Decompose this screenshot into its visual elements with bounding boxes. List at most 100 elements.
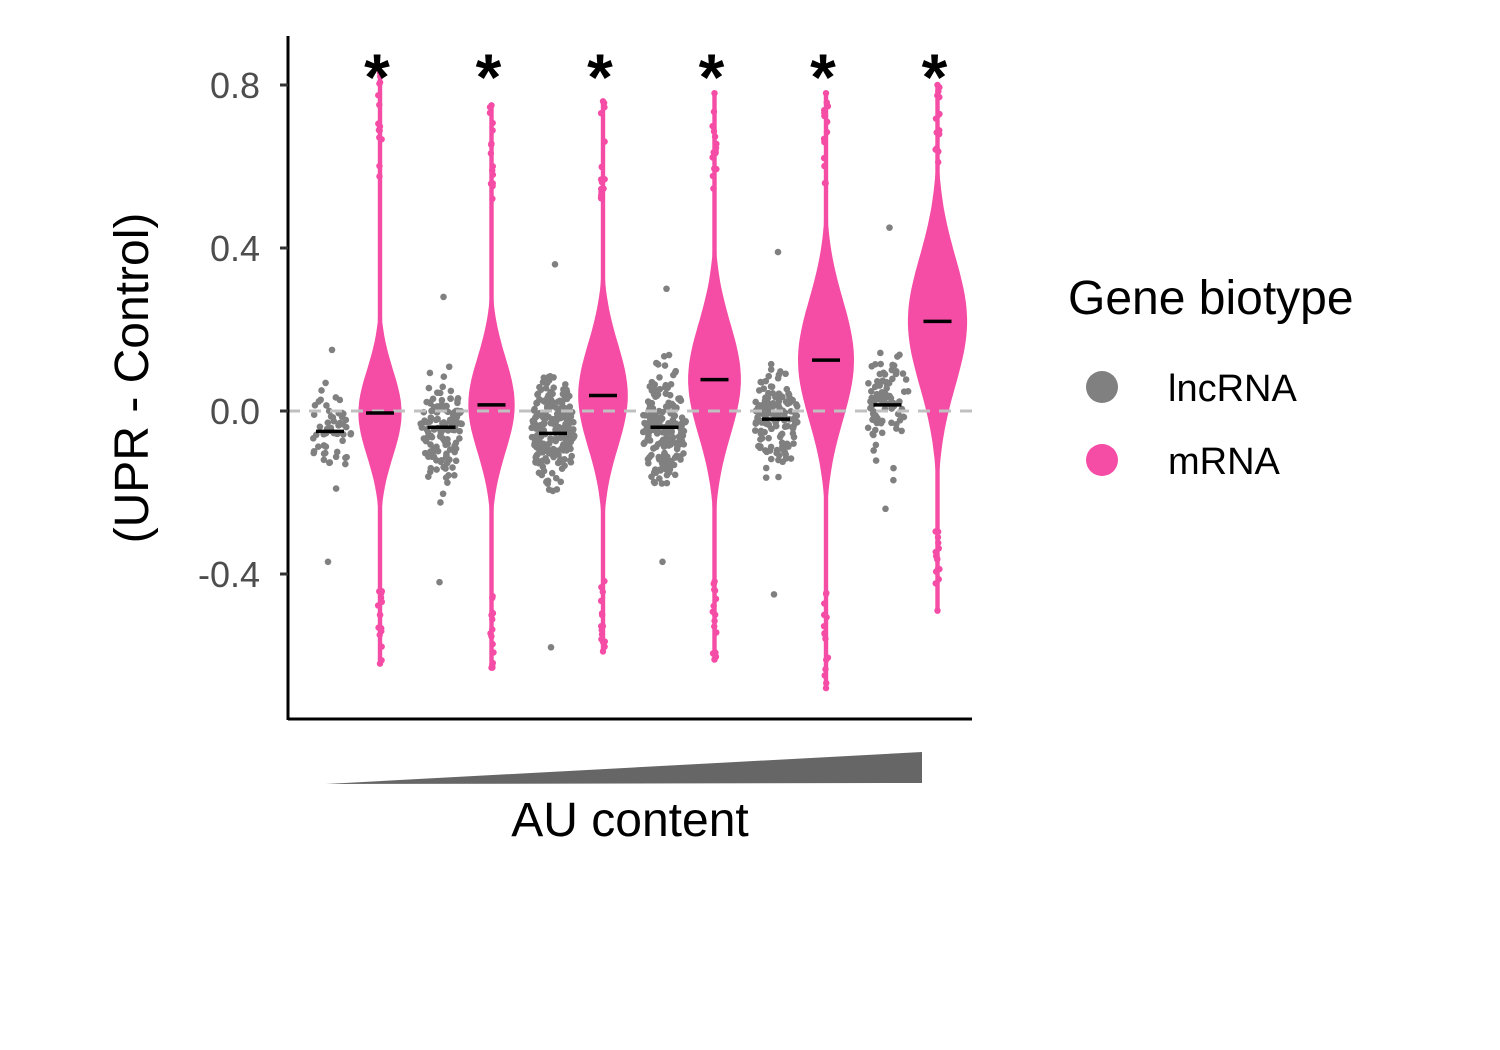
point	[767, 360, 775, 368]
point	[336, 396, 344, 404]
point	[877, 360, 884, 368]
point	[562, 381, 569, 388]
point	[878, 429, 886, 437]
point	[440, 293, 447, 301]
point	[540, 419, 548, 427]
point	[421, 418, 428, 426]
point	[823, 614, 830, 621]
point	[424, 433, 431, 441]
group-lncrna-bin-1	[309, 346, 355, 566]
point	[659, 558, 666, 566]
point	[904, 388, 912, 395]
significance-star-bin-4: *	[699, 40, 725, 114]
point	[770, 591, 778, 598]
point	[452, 420, 460, 427]
point	[568, 452, 576, 460]
violin-mrna-bin-2	[468, 105, 515, 668]
point	[378, 598, 386, 606]
violin-mrna-bin-6	[907, 85, 968, 611]
point	[531, 405, 538, 413]
point	[711, 133, 719, 140]
point	[567, 458, 575, 466]
point	[550, 374, 557, 381]
point	[711, 617, 718, 625]
point	[787, 455, 795, 462]
point	[426, 369, 434, 377]
point	[663, 458, 671, 466]
violin-mrna-bin-4	[688, 93, 741, 660]
point	[822, 89, 830, 97]
y-tick-label: -0.4	[198, 554, 260, 595]
point	[936, 93, 943, 101]
point	[310, 449, 318, 457]
group-lncrna-bin-5	[751, 248, 801, 598]
point	[570, 426, 577, 433]
point	[487, 150, 495, 157]
point	[821, 112, 829, 119]
violin-mrna-bin-5	[798, 93, 854, 689]
point	[339, 437, 346, 445]
point	[434, 447, 442, 455]
point	[597, 597, 605, 605]
point	[376, 660, 384, 667]
point	[488, 140, 495, 147]
point	[709, 650, 717, 657]
point	[892, 420, 900, 428]
point	[436, 578, 443, 586]
point	[347, 430, 354, 438]
legend-title: Gene biotype	[1068, 272, 1354, 325]
point	[318, 387, 325, 394]
point	[324, 419, 332, 426]
point	[677, 456, 684, 463]
point	[711, 623, 718, 630]
point	[758, 379, 765, 386]
point	[889, 375, 896, 383]
point	[601, 138, 608, 145]
point	[823, 679, 830, 687]
point	[529, 417, 537, 425]
point	[663, 479, 671, 487]
point	[442, 402, 450, 410]
point	[709, 122, 716, 130]
point	[598, 622, 605, 630]
point	[561, 440, 569, 447]
point	[542, 384, 550, 392]
point	[935, 158, 942, 166]
point	[665, 351, 673, 359]
point	[427, 441, 434, 448]
significance-markers: * * * * * *	[364, 40, 948, 114]
point	[868, 362, 876, 370]
point	[656, 475, 663, 482]
point	[440, 373, 448, 381]
point	[489, 167, 496, 174]
point	[324, 558, 332, 566]
point	[657, 416, 665, 424]
point	[528, 433, 536, 441]
point	[434, 389, 441, 396]
point	[443, 459, 451, 467]
legend: Gene biotype lncRNA mRNA	[1068, 272, 1354, 483]
point	[773, 446, 781, 454]
point	[320, 450, 328, 457]
point	[549, 399, 557, 406]
point	[670, 461, 678, 469]
point	[935, 88, 942, 95]
group-lncrna-bin-4	[639, 285, 690, 566]
legend-key-mrna	[1086, 444, 1118, 476]
point	[427, 448, 434, 455]
point	[533, 399, 540, 407]
point	[765, 372, 773, 380]
point	[752, 419, 760, 426]
y-tick-label: 0.4	[210, 228, 260, 269]
significance-star-bin-1: *	[364, 40, 390, 114]
point	[765, 434, 772, 442]
point	[793, 412, 801, 420]
significance-star-bin-6: *	[922, 40, 948, 114]
point	[567, 413, 575, 420]
point	[376, 101, 383, 109]
point	[489, 592, 496, 600]
point	[531, 441, 538, 449]
au-content-gradient-wedge	[326, 752, 922, 784]
point	[438, 396, 446, 404]
point	[332, 485, 340, 492]
